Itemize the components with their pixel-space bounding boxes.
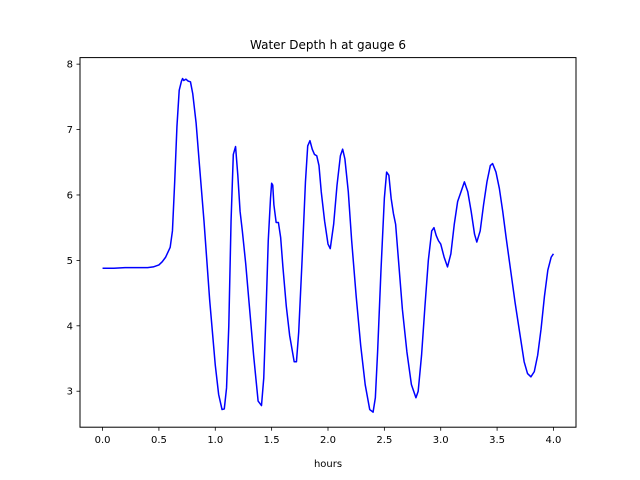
x-tick-label: 1.0 xyxy=(207,435,223,446)
y-tick-label: 4 xyxy=(67,321,73,332)
chart-title: Water Depth h at gauge 6 xyxy=(250,38,406,52)
y-tick-label: 3 xyxy=(67,387,73,398)
y-tick-label: 5 xyxy=(67,256,73,267)
x-tick-label: 0.5 xyxy=(151,435,167,446)
x-axis-label: hours xyxy=(314,459,342,470)
y-axis-ticks: 3 4 5 6 7 8 xyxy=(67,60,80,398)
x-tick-label: 2.0 xyxy=(320,435,336,446)
x-tick-label: 3.5 xyxy=(489,435,505,446)
plot-frame xyxy=(79,57,577,428)
x-tick-label: 1.5 xyxy=(264,435,280,446)
x-tick-label: 3.0 xyxy=(433,435,449,446)
x-tick-label: 2.5 xyxy=(376,435,392,446)
y-tick-label: 8 xyxy=(67,60,73,71)
y-tick-label: 6 xyxy=(67,190,73,201)
series-line-0 xyxy=(102,77,555,413)
y-tick-label: 7 xyxy=(67,125,73,136)
x-tick-label: 4.0 xyxy=(546,435,562,446)
x-axis-ticks: 0.0 0.5 1.0 1.5 2.0 2.5 3.0 3.5 4.0 xyxy=(95,427,562,446)
series-layer xyxy=(102,77,555,413)
x-tick-label: 0.0 xyxy=(95,435,111,446)
